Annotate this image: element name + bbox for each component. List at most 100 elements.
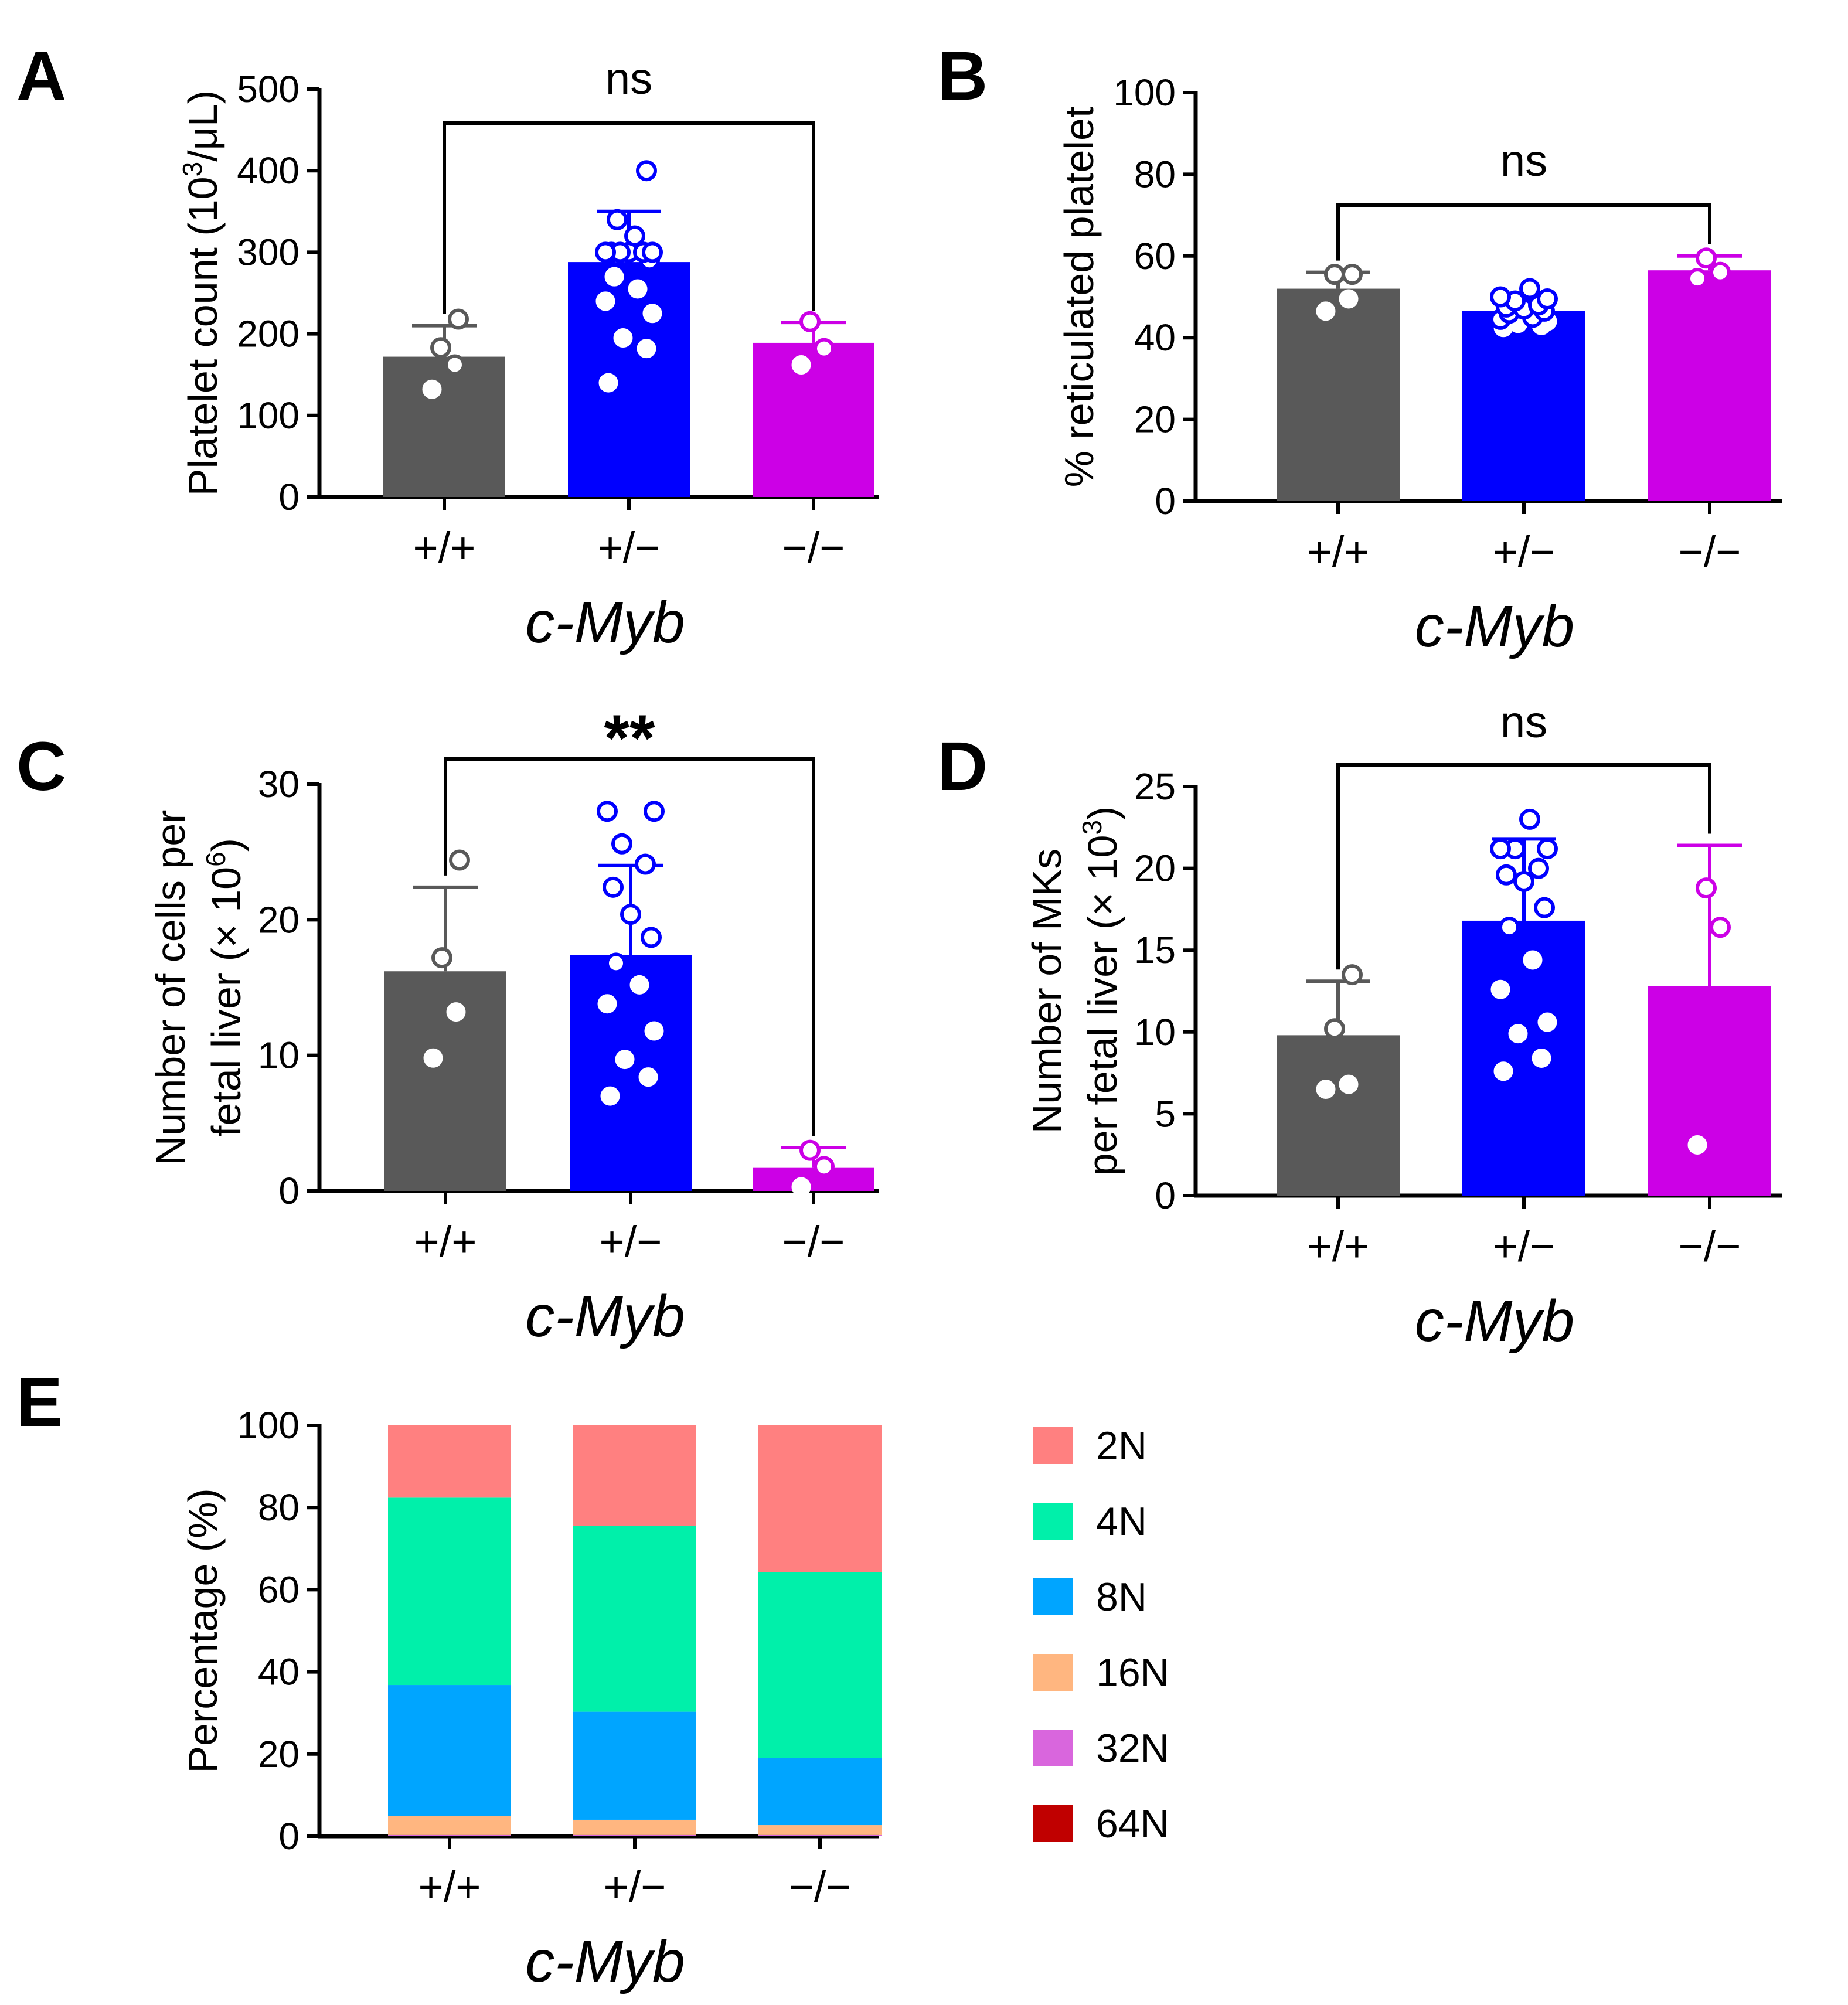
significance-label: ns xyxy=(1500,697,1547,747)
data-point xyxy=(791,1177,811,1197)
data-point xyxy=(615,1050,635,1070)
significance-bracket xyxy=(1336,763,1711,970)
data-point xyxy=(637,339,656,359)
data-point xyxy=(449,849,470,871)
x-tick-label: +/− xyxy=(598,523,661,572)
data-point xyxy=(636,160,657,182)
x-tick-label: +/+ xyxy=(414,1217,477,1266)
data-point xyxy=(613,328,633,348)
y-axis-title-superscript: 6 xyxy=(200,852,231,867)
y-tick-label: 80 xyxy=(1134,153,1176,195)
y-axis-title-line1: Number of MKs xyxy=(1024,849,1070,1133)
data-point xyxy=(799,1139,821,1161)
x-tick-label: −/− xyxy=(782,523,845,572)
y-tick-label: 10 xyxy=(1134,1011,1176,1053)
y-tick-label: 20 xyxy=(1134,399,1176,441)
bar-B-1 xyxy=(1462,311,1585,501)
stacked-segment-16N-2 xyxy=(758,1825,882,1835)
y-tick-label: 60 xyxy=(1134,235,1176,277)
legend-swatch-16N xyxy=(1033,1654,1073,1691)
stacked-segment-32N-0 xyxy=(388,1834,511,1836)
bar-B-2 xyxy=(1648,270,1771,501)
data-point xyxy=(1537,1012,1557,1032)
x-tick-label: −/− xyxy=(1679,1222,1741,1271)
legend-label-4N: 4N xyxy=(1096,1499,1147,1544)
y-axis-title-line1: Number of cells per xyxy=(148,810,193,1166)
data-point xyxy=(448,308,469,330)
data-point xyxy=(430,337,451,359)
x-tick-label: −/− xyxy=(782,1217,845,1266)
data-point xyxy=(1342,964,1363,986)
x-tick-label: +/+ xyxy=(418,1863,481,1911)
bar-D-0 xyxy=(1277,1035,1400,1196)
data-point xyxy=(814,338,835,359)
y-axis-title-text: fetal liver (× 10 xyxy=(203,867,249,1137)
significance-bracket xyxy=(1336,203,1711,261)
legend-label-16N: 16N xyxy=(1096,1650,1169,1695)
y-axis-title: Platelet count (103/μL) xyxy=(177,90,226,496)
y-axis-title-superscript: 3 xyxy=(1077,820,1107,835)
stacked-segment-32N-2 xyxy=(758,1834,882,1836)
x-tick-label: +/− xyxy=(1493,1222,1556,1271)
data-point xyxy=(1316,1080,1336,1099)
panel-letter: E xyxy=(16,1364,63,1441)
data-point xyxy=(605,952,627,974)
panel-letter: A xyxy=(16,38,66,115)
y-tick-label: 20 xyxy=(258,898,300,941)
x-tick-label: +/− xyxy=(600,1217,662,1266)
stacked-segment-4N-0 xyxy=(388,1497,511,1686)
y-axis-title: Percentage (%) xyxy=(180,1488,226,1773)
data-point xyxy=(446,1002,466,1022)
data-point xyxy=(1499,917,1520,938)
bar-A-0 xyxy=(383,356,505,497)
data-point xyxy=(1519,808,1540,830)
panel-B: B 0 20 40 60 80 100 +/+ +/− −/− c-Myb % reticulated… xyxy=(938,38,1782,659)
data-point xyxy=(422,379,442,399)
panel-C: C 0 10 20 30 +/+ +/− −/− c-Myb Number of cells pe… xyxy=(16,702,879,1349)
y-tick-label: 15 xyxy=(1134,929,1176,971)
y-tick-label: 100 xyxy=(1113,72,1176,114)
legend-swatch-64N xyxy=(1033,1805,1073,1842)
legend-swatch-2N xyxy=(1033,1427,1073,1464)
legend-swatch-4N xyxy=(1033,1503,1073,1540)
data-point xyxy=(641,927,662,948)
y-tick-label: 300 xyxy=(237,231,300,273)
data-point xyxy=(1493,1061,1513,1081)
panel-letter: C xyxy=(16,728,66,805)
data-point xyxy=(1537,288,1558,309)
panel-letter: B xyxy=(938,38,988,115)
data-point xyxy=(1710,917,1731,938)
stacked-segment-2N-1 xyxy=(573,1425,696,1526)
data-point xyxy=(1513,870,1534,892)
data-point xyxy=(1523,950,1543,970)
y-tick-label: 400 xyxy=(237,149,300,192)
data-point xyxy=(1687,268,1708,290)
data-point xyxy=(1490,838,1511,860)
data-point xyxy=(597,801,618,822)
data-point xyxy=(1687,1135,1707,1155)
y-tick-label: 0 xyxy=(1155,480,1176,522)
y-tick-label: 500 xyxy=(237,68,300,110)
y-axis-title-text: Percentage (%) xyxy=(180,1488,226,1773)
y-tick-label: 100 xyxy=(237,394,300,437)
y-tick-label: 40 xyxy=(258,1651,300,1693)
y-tick-label: 10 xyxy=(258,1034,300,1077)
y-axis-title-suffix: ) xyxy=(203,838,249,852)
y-axis-title-suffix: /μL) xyxy=(180,90,226,162)
data-point xyxy=(1324,1018,1345,1040)
data-point xyxy=(603,876,624,898)
y-tick-label: 5 xyxy=(1155,1092,1176,1135)
y-tick-label: 0 xyxy=(278,1170,300,1212)
data-point xyxy=(638,1067,658,1087)
data-point xyxy=(628,279,648,299)
significance-label: ** xyxy=(604,702,655,775)
data-point xyxy=(1528,857,1549,879)
data-point xyxy=(642,304,662,324)
y-axis-title-text: Platelet count (10 xyxy=(180,176,226,496)
x-tick-label: +/− xyxy=(604,1863,666,1911)
significance-bracket xyxy=(443,121,815,314)
stacked-segment-2N-0 xyxy=(388,1425,511,1498)
data-point xyxy=(1339,1074,1359,1094)
data-point xyxy=(644,1021,664,1041)
